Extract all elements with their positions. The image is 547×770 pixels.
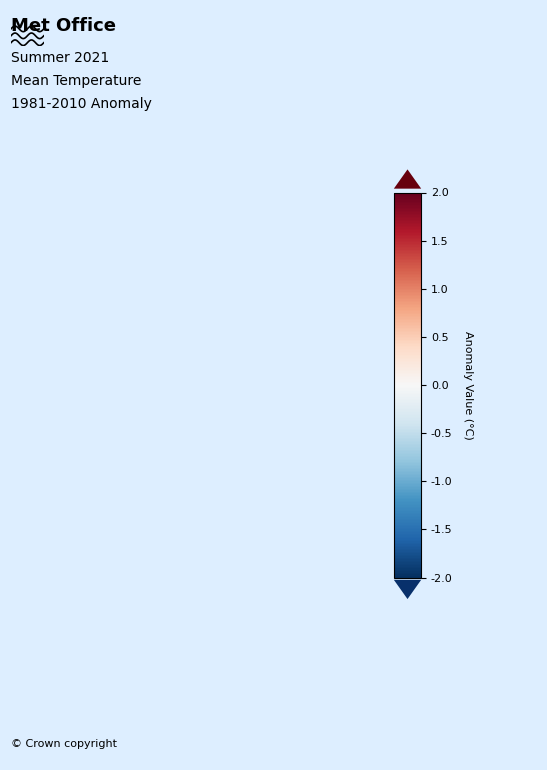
Polygon shape bbox=[394, 580, 421, 599]
Y-axis label: Anomaly Value (°C): Anomaly Value (°C) bbox=[463, 330, 474, 440]
Polygon shape bbox=[394, 169, 421, 189]
Text: © Crown copyright: © Crown copyright bbox=[11, 739, 117, 749]
Text: 1981-2010 Anomaly: 1981-2010 Anomaly bbox=[11, 97, 152, 111]
Text: Summer 2021: Summer 2021 bbox=[11, 51, 109, 65]
Text: Mean Temperature: Mean Temperature bbox=[11, 74, 141, 88]
Text: Met Office: Met Office bbox=[11, 17, 116, 35]
